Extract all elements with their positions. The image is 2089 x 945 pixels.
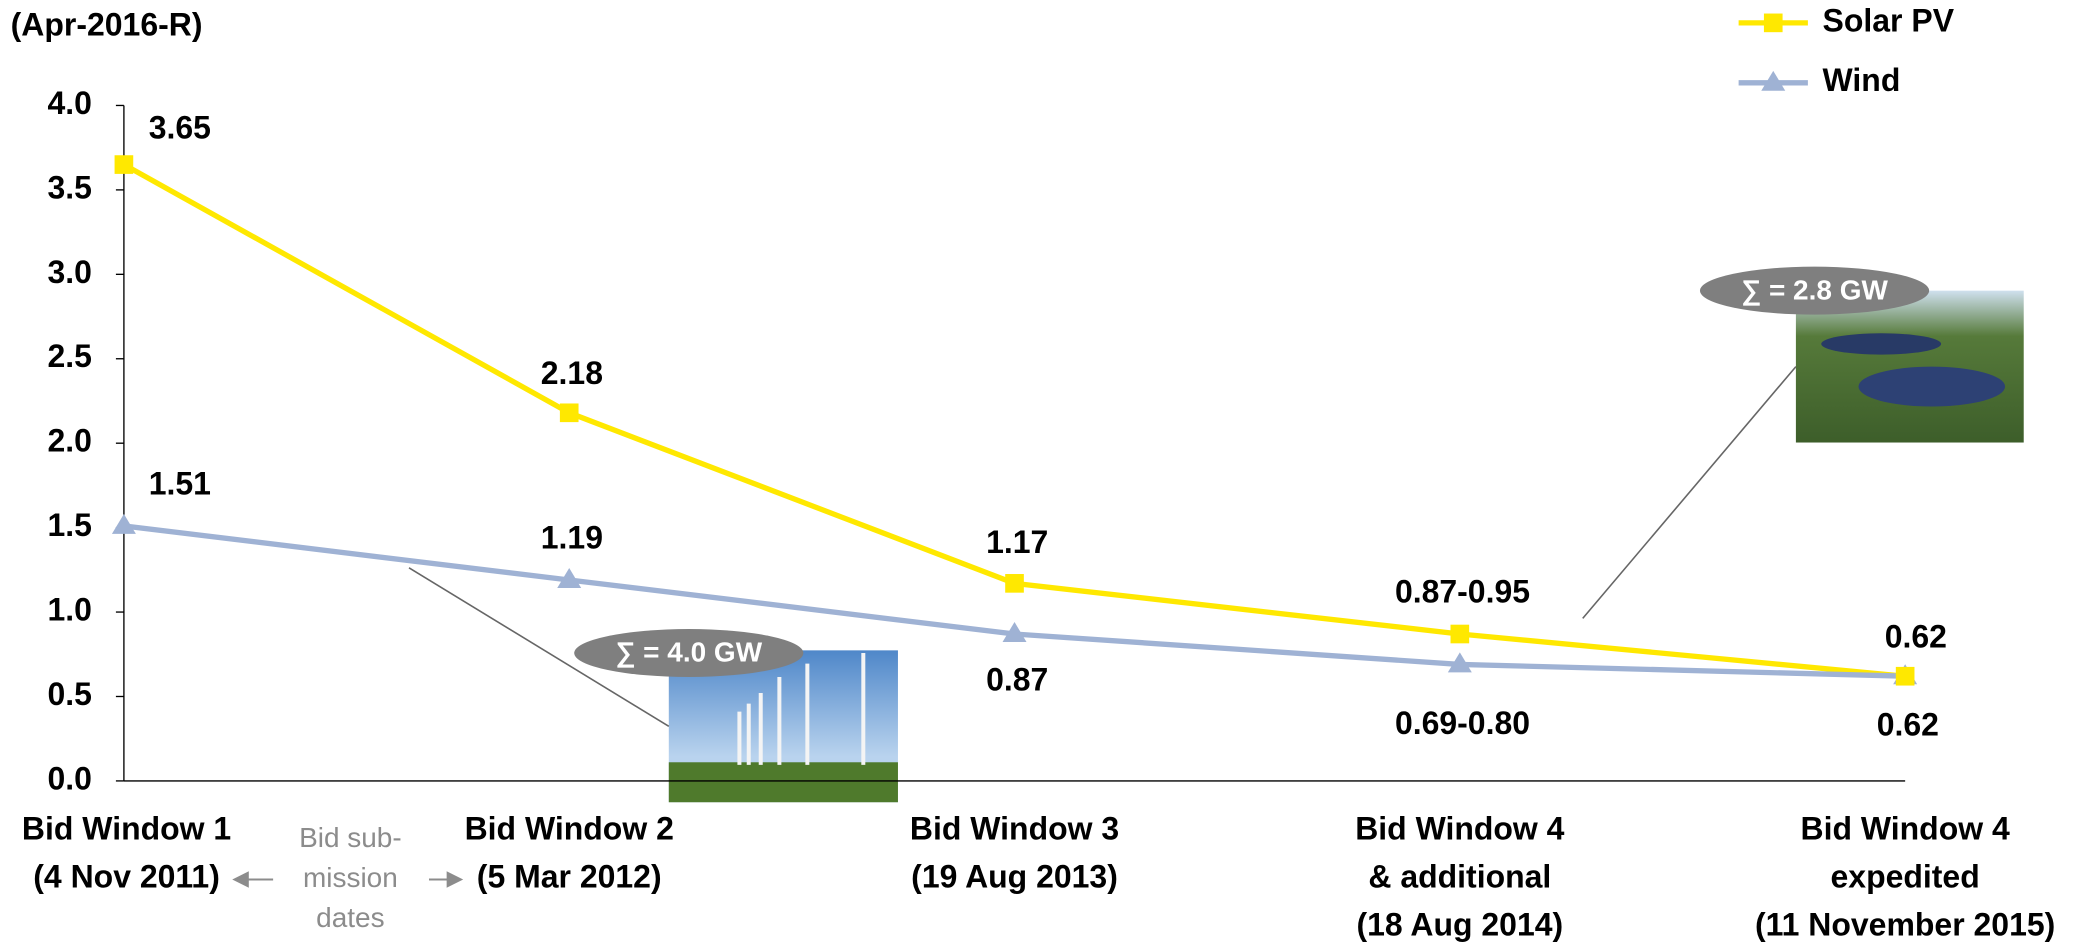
bid-arrows: [232, 871, 464, 888]
marker: [557, 567, 582, 588]
y-tick-label: 1.0: [47, 591, 91, 627]
x-tick-line: expedited: [1831, 859, 1980, 895]
marker: [1450, 624, 1470, 644]
value-label: 0.87: [986, 661, 1048, 697]
marker: [1002, 622, 1027, 643]
x-tick-line: Bid Window 3: [910, 811, 1119, 847]
wind-photo: [668, 650, 898, 803]
marker: [1447, 652, 1472, 673]
y-tick-label: 2.5: [47, 338, 91, 374]
sum-pill: [1699, 266, 1930, 315]
x-tick-line: & additional: [1368, 859, 1551, 895]
marker: [114, 155, 134, 174]
value-label: 0.62: [1885, 618, 1947, 654]
x-tick-line: (4 Nov 2011): [33, 859, 220, 895]
x-tick-label: Bid Window 4 & additional (18 Aug 2014): [1355, 811, 1564, 943]
y-tick-label: 3.0: [47, 254, 91, 290]
legend-label: Solar PV: [1823, 2, 1955, 38]
annotation: ∑ = 2.8 GW: [1741, 274, 1888, 306]
value-label: 0.87-0.95: [1395, 573, 1530, 609]
x-tick-line: (18 Aug 2014): [1356, 907, 1563, 943]
x-tick-line: Bid Window 4: [1801, 811, 2010, 847]
bid-note: mission: [303, 862, 398, 893]
value-label: 1.51: [149, 465, 211, 501]
leader-line: [408, 567, 670, 727]
y-tick-label: 1.5: [47, 507, 91, 543]
y-axis-label: (Apr-2016-R): [11, 6, 203, 42]
x-tick-line: Bid Window 4: [1355, 811, 1564, 847]
y-tick-label: 0.5: [47, 676, 91, 712]
value-label: 0.69-0.80: [1395, 705, 1530, 741]
value-label: 0.62: [1877, 706, 1939, 742]
annotation: ∑ = 4.0 GW: [615, 637, 762, 669]
legend-label: Wind: [1823, 62, 1901, 98]
marker: [1895, 666, 1915, 686]
series-line: [122, 162, 1906, 679]
marker: [111, 513, 136, 534]
x-tick-line: Bid Window 2: [465, 811, 674, 847]
x-tick-line: (5 Mar 2012): [477, 859, 662, 895]
value-label: 3.65: [149, 109, 211, 145]
x-tick-label: Bid Window 4 expedited (11 November 2015): [1755, 811, 2055, 943]
y-tick-label: 2.0: [47, 423, 91, 459]
y-tick-label: 3.5: [47, 169, 91, 205]
value-label: 1.17: [986, 524, 1048, 560]
x-tick-line: Bid Window 1: [22, 811, 231, 847]
value-label: 2.18: [541, 355, 603, 391]
leader-line: [1582, 366, 1797, 619]
marker: [1761, 70, 1786, 91]
x-tick-label: Bid Window 3 (19 Aug 2013): [910, 811, 1119, 895]
sum-pill: [574, 629, 804, 678]
x-tick-label: Bid Window 1 (4 Nov 2011): [22, 811, 231, 895]
x-tick-line: (19 Aug 2013): [911, 859, 1118, 895]
bid-note: dates: [316, 902, 384, 933]
solar-photo: [1795, 290, 2024, 443]
x-tick-line: (11 November 2015): [1755, 907, 2055, 943]
x-tick-label: Bid Window 2 (5 Mar 2012): [465, 811, 674, 895]
marker: [559, 403, 579, 423]
bid-note: Bid sub-: [299, 822, 402, 853]
marker: [1763, 13, 1783, 33]
marker: [1005, 574, 1024, 593]
value-label: 1.19: [541, 519, 603, 555]
y-tick-label: 4.0: [47, 85, 91, 121]
y-tick-label: 0.0: [47, 760, 91, 796]
